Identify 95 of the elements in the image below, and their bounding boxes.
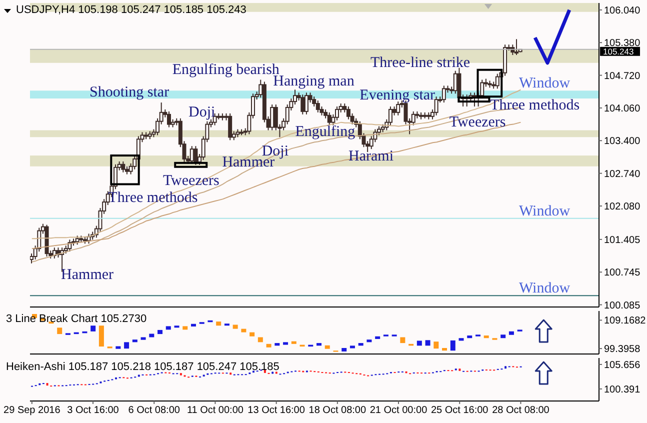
bar [98,326,104,347]
candlestick [304,92,308,115]
annotation: Hanging man [273,74,355,90]
annotation: Three-line strike [370,54,470,71]
annotation: Engulfing [295,124,356,140]
bar [434,342,439,349]
candlestick [514,38,518,56]
bar [258,337,263,342]
candlestick [388,106,392,126]
y-tick-label: 99.3958 [604,344,641,356]
candlestick [327,112,332,126]
bar [425,340,430,346]
y-tick-label: 100.391 [604,384,641,396]
candlestick [434,96,438,116]
annotation: Harami [348,148,394,164]
bar [458,338,464,341]
bar [116,346,121,349]
candlestick [442,85,446,104]
chart-title: Heiken-Ashi 105.187 105.218 105.187 105.247 105.185 [6,361,280,373]
x-tick-label: 28 Oct 08:00 [492,405,550,416]
ref-line-label: Window [519,280,570,297]
bar [316,343,322,346]
bar [366,340,372,342]
y-tick-label: 104.720 [604,70,641,82]
bar [158,330,163,334]
bar [216,322,222,326]
bar [283,342,288,345]
bar [166,326,171,330]
bar [484,335,489,338]
y-tick-label: 105.656 [604,360,641,371]
candlestick [270,104,274,131]
bar [500,334,506,338]
chart-title: USDJPY,H4 105.198 105.247 105.185 105.243 [16,4,246,16]
bar [400,337,406,344]
bar [467,335,472,338]
x-tick-label: 3 Oct 16:00 [67,405,120,416]
x-tick-label: 18 Oct 08:00 [308,405,366,416]
bar [90,326,96,332]
annotation: Evening star [360,88,436,104]
bar [232,324,238,329]
bar [442,348,448,351]
y-tick-label: 102.080 [604,202,641,213]
annotation: Shooting star [89,84,170,101]
ref-line-label: Window [519,203,570,220]
x-tick-label: 13 Oct 16:00 [248,405,306,416]
candlestick [300,94,305,115]
annotation: Tweezers [449,114,506,130]
bar [241,328,246,332]
bar [124,342,130,349]
bar [375,336,380,339]
bar [140,337,146,340]
bar [291,341,296,344]
bar [190,324,196,326]
bar [358,343,364,346]
bar [350,346,355,348]
candlestick [166,110,171,128]
y-tick-label: 100.745 [604,268,641,279]
y-tick-label: 100.085 [604,300,641,312]
candlestick [495,73,500,90]
bar [274,343,280,346]
chart-title: 3 Line Break Chart 105.2730 [6,313,147,325]
bar [416,340,422,346]
y-tick-label: 103.400 [604,136,641,148]
bar [149,334,154,338]
bar [266,344,272,348]
x-tick-label: 25 Oct 16:00 [430,405,489,416]
bar [250,332,255,336]
candlestick [121,160,126,173]
candlestick [190,146,194,164]
y-tick-label: 109.1682 [604,316,646,327]
x-tick-label: 6 Oct 08:00 [128,405,180,416]
bar [508,331,514,335]
bar [132,340,138,342]
y-tick-label: 101.405 [604,234,641,246]
candlestick [316,100,320,113]
bar [324,345,330,349]
candlestick [396,101,400,116]
bar [450,340,456,351]
bar [57,328,62,334]
candlestick [228,112,232,141]
band-label: Window [519,76,570,92]
y-tick-label: 102.740 [604,168,641,180]
x-tick-label: 11 Oct 00:00 [186,405,244,416]
y-tick-label: 104.060 [604,104,641,115]
annotation: Tweezers [162,173,220,190]
y-tick-label: 106.040 [604,5,641,16]
bar [182,326,188,330]
x-tick-label: 21 Oct 00:00 [370,405,428,416]
x-tick-label: 29 Sep 2016 [4,405,61,416]
annotation: Three methods [490,97,580,114]
annotation: Hammer [61,266,114,283]
bar [342,348,347,352]
annotation: Doji [188,104,216,120]
candlestick [68,239,72,252]
candlestick [194,146,198,166]
